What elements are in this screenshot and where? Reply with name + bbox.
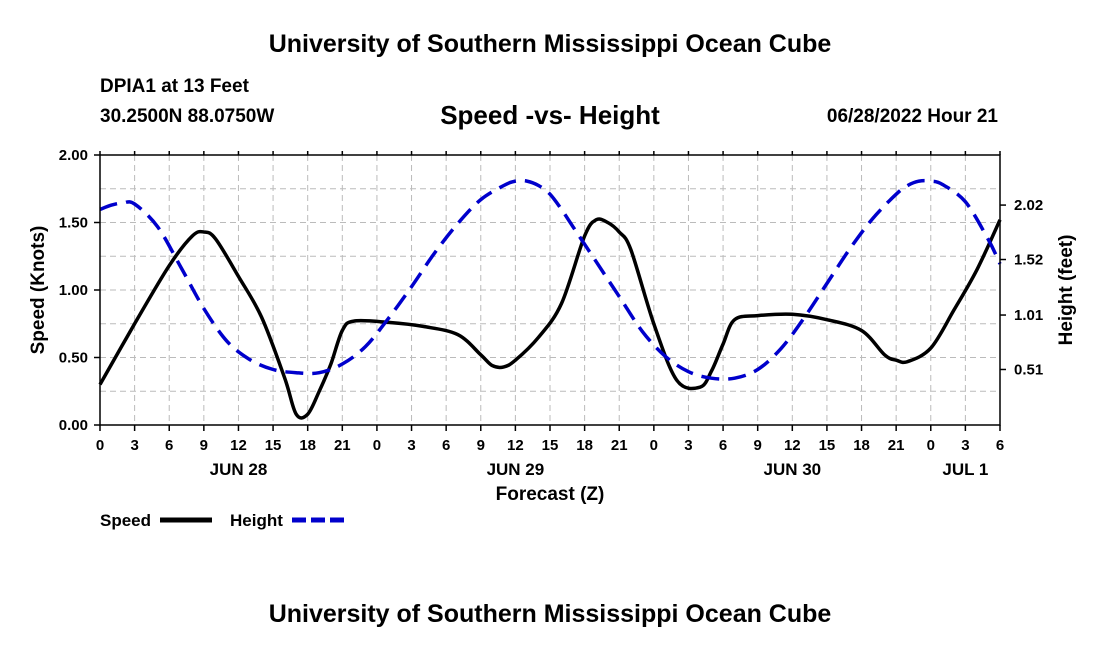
- y-tick-label: 2.00: [59, 147, 88, 164]
- y-axis-label: Speed (Knots): [28, 226, 49, 355]
- legend-height-label: Height: [230, 511, 283, 530]
- x-tick-label: 6: [442, 437, 450, 454]
- y-tick-label: 1.50: [59, 215, 88, 232]
- x-tick-label: 6: [996, 437, 1004, 454]
- y2-axis-label: Height (feet): [1056, 235, 1077, 346]
- x-tick-label: 9: [477, 437, 485, 454]
- footer-title: University of Southern Mississippi Ocean…: [268, 600, 832, 628]
- x-tick-label: 15: [265, 437, 282, 454]
- date-label: JUL 1: [942, 460, 988, 479]
- x-tick-label: 9: [200, 437, 208, 454]
- y2-tick-label: 1.52: [1014, 252, 1043, 269]
- x-tick-label: 21: [334, 437, 351, 454]
- chart-title: Speed -vs- Height: [440, 100, 660, 130]
- x-tick-label: 3: [130, 437, 138, 454]
- x-tick-label: 18: [299, 437, 316, 454]
- date-label: JUN 29: [487, 460, 545, 479]
- speed-series-line: [98, 217, 1002, 420]
- date-label: JUN 30: [763, 460, 821, 479]
- x-tick-label: 15: [819, 437, 836, 454]
- y-tick-label: 0.50: [59, 350, 88, 367]
- legend: Speed Height: [100, 511, 344, 530]
- y2-tick-label: 1.01: [1014, 307, 1043, 324]
- x-tick-label: 9: [754, 437, 762, 454]
- x-tick-label: 12: [784, 437, 801, 454]
- y-tick-label: 1.00: [59, 282, 88, 299]
- x-tick-label: 0: [373, 437, 381, 454]
- x-tick-label: 18: [853, 437, 870, 454]
- station-label: DPIA1 at 13 Feet: [100, 76, 249, 97]
- x-tick-label: 12: [507, 437, 524, 454]
- x-tick-label: 0: [927, 437, 935, 454]
- series-lines: [98, 178, 1002, 420]
- x-tick-label: 21: [888, 437, 905, 454]
- y2-tick-label: 0.51: [1014, 361, 1043, 378]
- x-tick-label: 18: [576, 437, 593, 454]
- x-tick-label: 0: [96, 437, 104, 454]
- x-tick-label: 6: [719, 437, 727, 454]
- x-tick-label: 12: [230, 437, 247, 454]
- x-tick-label: 3: [961, 437, 969, 454]
- y-tick-label: 0.00: [59, 417, 88, 434]
- coordinates-label: 30.2500N 88.0750W: [100, 106, 275, 127]
- main-title: University of Southern Mississippi Ocean…: [268, 30, 832, 58]
- forecast-time-label: 06/28/2022 Hour 21: [826, 106, 998, 127]
- height-series-line: [99, 178, 1002, 381]
- legend-speed-label: Speed: [100, 511, 151, 530]
- x-tick-label: 3: [407, 437, 415, 454]
- x-tick-label: 6: [165, 437, 173, 454]
- date-label: JUN 28: [210, 460, 268, 479]
- x-tick-label: 0: [650, 437, 658, 454]
- x-tick-label: 3: [684, 437, 692, 454]
- x-tick-label: 15: [542, 437, 559, 454]
- y2-tick-label: 2.02: [1014, 197, 1043, 214]
- x-tick-label: 21: [611, 437, 628, 454]
- axes: 0 3 6 9 12 15 18 21 0 3 6 9 12 15 18 21 0 3 6 9 12 15 18 21 0 3 6 0…: [59, 147, 1043, 479]
- x-axis-label: Forecast (Z): [496, 484, 605, 505]
